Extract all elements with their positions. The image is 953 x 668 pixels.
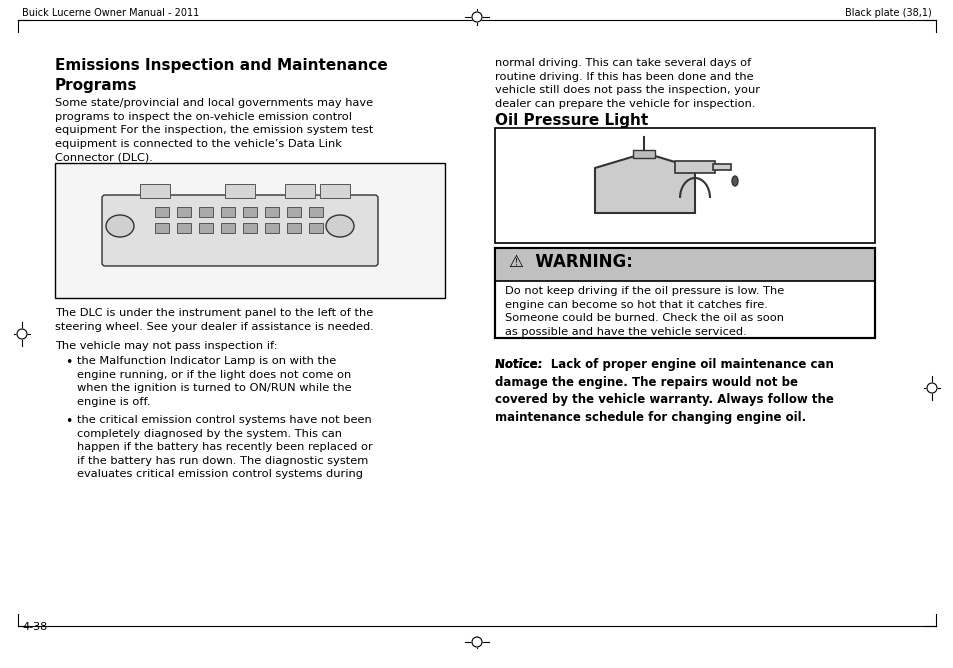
Text: Emissions Inspection and Maintenance
Programs: Emissions Inspection and Maintenance Pro… (55, 58, 387, 93)
Text: The vehicle may not pass inspection if:: The vehicle may not pass inspection if: (55, 341, 277, 351)
Text: the Malfunction Indicator Lamp is on with the
engine running, or if the light do: the Malfunction Indicator Lamp is on wit… (77, 356, 352, 407)
Bar (285, 184, 314, 198)
Text: Oil Pressure Light: Oil Pressure Light (495, 113, 648, 128)
Bar (225, 184, 254, 198)
Bar (495, 128, 874, 243)
Circle shape (926, 383, 936, 393)
Bar (221, 223, 234, 233)
Bar (287, 207, 301, 217)
Text: The DLC is under the instrument panel to the left of the
steering wheel. See you: The DLC is under the instrument panel to… (55, 308, 374, 331)
Text: Notice:  Lack of proper engine oil maintenance can
damage the engine. The repair: Notice: Lack of proper engine oil mainte… (495, 358, 833, 424)
Ellipse shape (106, 215, 133, 237)
Bar (319, 184, 350, 198)
Bar (265, 223, 278, 233)
Bar (140, 184, 170, 198)
Circle shape (472, 12, 481, 22)
Bar (199, 207, 213, 217)
FancyBboxPatch shape (102, 195, 377, 266)
Bar (495, 248, 874, 281)
Bar (495, 248, 874, 338)
Bar (712, 164, 730, 170)
Bar (177, 207, 191, 217)
Bar (243, 207, 256, 217)
Circle shape (17, 329, 27, 339)
Bar (287, 223, 301, 233)
Bar (495, 248, 874, 280)
Text: 4-38: 4-38 (22, 622, 48, 632)
Bar (221, 207, 234, 217)
Bar (309, 223, 323, 233)
Text: Some state/provincial and local governments may have
programs to inspect the on-: Some state/provincial and local governme… (55, 98, 373, 162)
Bar (309, 207, 323, 217)
Bar (154, 207, 169, 217)
Text: •: • (65, 356, 72, 369)
Text: •: • (65, 415, 72, 428)
Circle shape (472, 637, 481, 647)
Ellipse shape (731, 176, 738, 186)
Text: the critical emission control systems have not been
completely diagnosed by the : the critical emission control systems ha… (77, 415, 373, 480)
Polygon shape (595, 153, 695, 213)
Bar (55, 163, 444, 298)
Text: ⚠  WARNING:: ⚠ WARNING: (509, 253, 632, 271)
Ellipse shape (326, 215, 354, 237)
Bar (154, 223, 169, 233)
Text: Buick Lucerne Owner Manual - 2011: Buick Lucerne Owner Manual - 2011 (22, 8, 199, 18)
Text: Notice:: Notice: (495, 358, 550, 371)
Bar (199, 223, 213, 233)
Bar (675, 161, 714, 173)
Bar (265, 207, 278, 217)
Bar (243, 223, 256, 233)
Text: Black plate (38,1): Black plate (38,1) (844, 8, 931, 18)
Bar (177, 223, 191, 233)
Text: normal driving. This can take several days of
routine driving. If this has been : normal driving. This can take several da… (495, 58, 760, 109)
Text: Do not keep driving if the oil pressure is low. The
engine can become so hot tha: Do not keep driving if the oil pressure … (504, 286, 783, 337)
Bar (633, 150, 655, 158)
